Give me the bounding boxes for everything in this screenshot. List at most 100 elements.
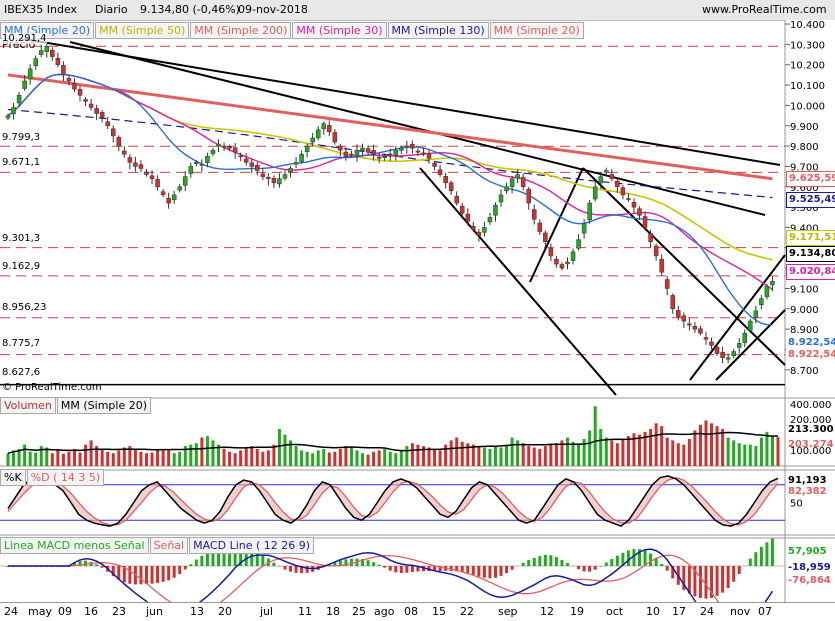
candle-body xyxy=(560,264,564,268)
macd-hist-bar xyxy=(488,566,491,578)
candle-body xyxy=(311,138,315,142)
x-tick-label: 11 xyxy=(298,605,312,618)
volume-bar xyxy=(23,445,26,466)
level-label: 10.291,4 xyxy=(2,33,47,44)
legend-d[interactable]: %D ( 14 3 5) xyxy=(27,469,105,486)
legend-mm50[interactable]: MM (Simple 50) xyxy=(95,22,189,39)
volume-legend: Volumen MM (Simple 20) xyxy=(0,397,152,414)
candle-body xyxy=(416,151,420,152)
candle-body xyxy=(405,146,409,147)
candle-body xyxy=(194,162,198,163)
candle-body xyxy=(122,151,126,154)
stochastic-lines xyxy=(0,470,835,535)
price-badge: 9.525,49 xyxy=(786,192,835,208)
volume-bar xyxy=(655,423,658,466)
macd-hist-bar xyxy=(500,566,503,576)
candle-body xyxy=(770,281,774,285)
candle-body xyxy=(660,259,664,272)
volume-bar xyxy=(383,449,386,466)
x-tick-label: 13 xyxy=(190,605,204,618)
macd-hist-bar xyxy=(389,566,392,571)
volume-bar xyxy=(450,440,453,466)
volume-bar xyxy=(344,446,347,466)
macd-hist-bar xyxy=(538,556,541,566)
legend-mm30[interactable]: MM (Simple 30) xyxy=(292,22,386,39)
legend-vol-mm[interactable]: MM (Simple 20) xyxy=(57,397,151,414)
volume-bar xyxy=(228,452,231,466)
price-badge: 8.922,54 xyxy=(786,348,835,362)
volume-bar xyxy=(306,452,309,466)
macd-legend: Linea MACD menos Señal Señal MACD Line (… xyxy=(0,537,315,554)
candle-body xyxy=(139,165,143,169)
volume-bar xyxy=(649,429,652,466)
candle-body xyxy=(255,165,259,170)
candle-body xyxy=(538,223,542,232)
legend-mm20b[interactable]: MM (Simple 20) xyxy=(490,22,584,39)
candle-body xyxy=(654,246,658,256)
candle-body xyxy=(156,179,160,186)
candle-body xyxy=(593,187,597,199)
candle-body xyxy=(565,262,569,264)
candle-body xyxy=(344,152,348,156)
volume-bar xyxy=(134,449,137,466)
volume-badge: 203.274 xyxy=(786,438,835,452)
volume-bar xyxy=(488,449,491,466)
legend-mm200[interactable]: MM (Simple 200) xyxy=(190,22,291,39)
candle-body xyxy=(438,170,442,175)
ma200-line xyxy=(8,75,773,179)
candle-body xyxy=(111,129,115,136)
legend-volumen[interactable]: Volumen xyxy=(0,397,56,414)
candle-body xyxy=(239,156,243,157)
volume-bar xyxy=(117,450,120,466)
volume-bar xyxy=(765,432,768,466)
macd-hist-bar xyxy=(189,564,192,566)
legend-macd-line[interactable]: MACD Line ( 12 26 9) xyxy=(189,537,314,554)
volume-bar xyxy=(56,450,59,466)
volume-bar xyxy=(616,443,619,466)
volume-bar xyxy=(527,446,530,466)
volume-bar xyxy=(472,445,475,466)
volume-bar xyxy=(594,406,597,466)
volume-bar xyxy=(671,440,674,466)
macd-hist-bar xyxy=(627,550,630,566)
volume-bar xyxy=(583,439,586,466)
macd-hist-bar xyxy=(372,562,375,566)
macd-hist-bar xyxy=(511,566,514,570)
volume-bar xyxy=(666,438,669,466)
macd-hist-bar xyxy=(261,555,264,566)
candle-body xyxy=(671,295,675,308)
macd-hist-bar xyxy=(732,566,735,582)
candle-body xyxy=(444,176,448,183)
legend-signal[interactable]: Señal xyxy=(150,537,189,554)
candle-body xyxy=(499,195,503,202)
candle-body xyxy=(693,326,697,329)
price-tick-label: 9.000 xyxy=(790,305,819,316)
volume-bar xyxy=(206,436,209,466)
candle-body xyxy=(488,217,492,222)
volume-bar xyxy=(361,453,364,466)
candle-body xyxy=(333,132,337,142)
x-tick-label: 19 xyxy=(570,605,584,618)
volume-bar xyxy=(73,449,76,466)
macd-badge: -76,864 xyxy=(786,574,833,588)
candle-body xyxy=(28,69,32,79)
candle-body xyxy=(349,154,353,155)
volume-bar xyxy=(505,445,508,466)
candle-body xyxy=(178,187,182,190)
price-legend: Precio MM (Simple 20) MM (Simple 50) MM … xyxy=(0,22,585,39)
volume-bar xyxy=(261,452,264,466)
legend-k[interactable]: %K xyxy=(0,469,26,486)
candle-body xyxy=(493,205,497,215)
legend-macd-hist[interactable]: Linea MACD menos Señal xyxy=(0,537,149,554)
volume-bar xyxy=(328,452,331,466)
macd-hist-bar xyxy=(660,564,663,566)
legend-mm130[interactable]: MM (Simple 130) xyxy=(388,22,489,39)
x-tick-label: nov xyxy=(730,605,750,618)
volume-bar xyxy=(749,445,752,466)
x-tick-label: 24 xyxy=(700,605,714,618)
macd-hist-bar xyxy=(162,566,165,582)
macd-hist-bar xyxy=(560,560,563,566)
candle-body xyxy=(244,159,248,162)
macd-hist-bar xyxy=(749,559,752,566)
